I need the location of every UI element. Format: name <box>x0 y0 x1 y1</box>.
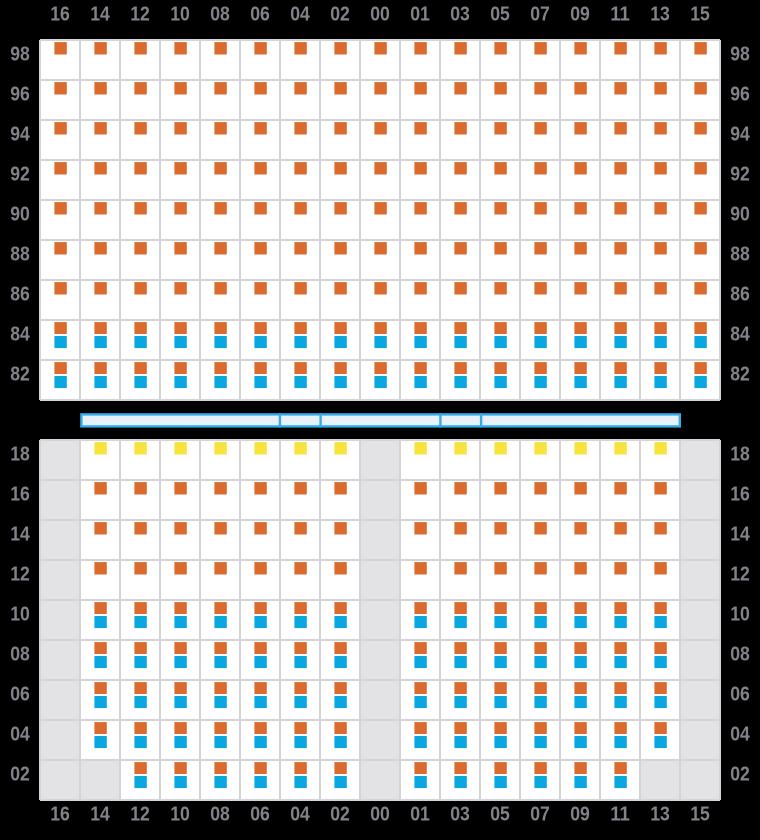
svg-text:09: 09 <box>570 4 590 26</box>
svg-text:02: 02 <box>10 764 30 786</box>
svg-text:96: 96 <box>730 84 750 106</box>
svg-text:16: 16 <box>50 4 70 26</box>
svg-text:12: 12 <box>130 803 150 825</box>
svg-text:01: 01 <box>410 803 430 825</box>
svg-text:06: 06 <box>250 4 270 26</box>
svg-text:06: 06 <box>250 803 270 825</box>
svg-text:04: 04 <box>730 724 750 746</box>
svg-text:98: 98 <box>730 44 750 66</box>
svg-text:16: 16 <box>10 484 30 506</box>
svg-text:04: 04 <box>10 724 30 746</box>
svg-text:98: 98 <box>10 44 30 66</box>
svg-text:92: 92 <box>10 164 30 186</box>
svg-text:18: 18 <box>10 444 30 466</box>
svg-text:18: 18 <box>730 444 750 466</box>
svg-text:02: 02 <box>330 803 350 825</box>
svg-text:82: 82 <box>730 364 750 386</box>
svg-text:15: 15 <box>690 803 710 825</box>
svg-text:04: 04 <box>290 803 310 825</box>
svg-text:14: 14 <box>90 803 110 825</box>
svg-text:94: 94 <box>730 124 750 146</box>
svg-text:00: 00 <box>370 803 390 825</box>
svg-text:05: 05 <box>490 803 510 825</box>
svg-text:08: 08 <box>730 644 750 666</box>
svg-text:14: 14 <box>90 4 110 26</box>
svg-text:82: 82 <box>10 364 30 386</box>
svg-text:84: 84 <box>10 324 30 346</box>
svg-text:13: 13 <box>650 4 670 26</box>
svg-text:06: 06 <box>10 684 30 706</box>
svg-text:14: 14 <box>730 524 750 546</box>
svg-text:08: 08 <box>210 4 230 26</box>
svg-text:00: 00 <box>370 4 390 26</box>
svg-text:02: 02 <box>730 764 750 786</box>
svg-text:02: 02 <box>330 4 350 26</box>
svg-text:12: 12 <box>10 564 30 586</box>
svg-text:10: 10 <box>170 803 190 825</box>
svg-text:86: 86 <box>730 284 750 306</box>
svg-text:03: 03 <box>450 4 470 26</box>
svg-text:03: 03 <box>450 803 470 825</box>
svg-text:07: 07 <box>530 4 550 26</box>
svg-text:04: 04 <box>290 4 310 26</box>
svg-text:05: 05 <box>490 4 510 26</box>
svg-text:09: 09 <box>570 803 590 825</box>
svg-text:88: 88 <box>730 244 750 266</box>
svg-text:90: 90 <box>730 204 750 226</box>
svg-text:15: 15 <box>690 4 710 26</box>
svg-text:12: 12 <box>730 564 750 586</box>
svg-text:10: 10 <box>170 4 190 26</box>
svg-text:92: 92 <box>730 164 750 186</box>
svg-text:88: 88 <box>10 244 30 266</box>
svg-text:94: 94 <box>10 124 30 146</box>
svg-text:86: 86 <box>10 284 30 306</box>
svg-text:12: 12 <box>130 4 150 26</box>
svg-text:06: 06 <box>730 684 750 706</box>
svg-text:11: 11 <box>610 4 630 26</box>
svg-text:10: 10 <box>730 604 750 626</box>
svg-text:08: 08 <box>10 644 30 666</box>
svg-text:11: 11 <box>610 803 630 825</box>
svg-text:01: 01 <box>410 4 430 26</box>
svg-text:10: 10 <box>10 604 30 626</box>
svg-text:13: 13 <box>650 803 670 825</box>
svg-text:96: 96 <box>10 84 30 106</box>
svg-text:84: 84 <box>730 324 750 346</box>
svg-text:08: 08 <box>210 803 230 825</box>
svg-text:16: 16 <box>730 484 750 506</box>
svg-text:90: 90 <box>10 204 30 226</box>
svg-text:14: 14 <box>10 524 30 546</box>
svg-text:16: 16 <box>50 803 70 825</box>
svg-text:07: 07 <box>530 803 550 825</box>
